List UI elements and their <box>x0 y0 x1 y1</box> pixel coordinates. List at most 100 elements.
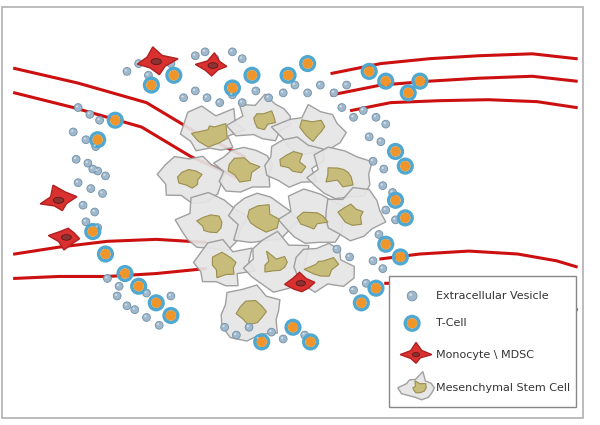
Circle shape <box>134 281 144 292</box>
Polygon shape <box>214 147 272 192</box>
Circle shape <box>88 112 90 114</box>
Circle shape <box>238 99 246 107</box>
Polygon shape <box>248 205 279 232</box>
Text: Monocyte \ MDSC: Monocyte \ MDSC <box>436 350 533 360</box>
Circle shape <box>205 96 207 98</box>
Circle shape <box>280 335 287 343</box>
Circle shape <box>120 269 130 279</box>
Circle shape <box>167 292 175 300</box>
Circle shape <box>330 89 338 97</box>
Polygon shape <box>178 170 202 188</box>
Circle shape <box>86 110 94 118</box>
Circle shape <box>81 203 83 205</box>
Circle shape <box>146 73 148 75</box>
Circle shape <box>101 172 109 180</box>
Circle shape <box>89 187 91 189</box>
Circle shape <box>135 60 143 68</box>
Circle shape <box>181 96 184 98</box>
Circle shape <box>91 167 93 169</box>
Circle shape <box>169 70 179 80</box>
Circle shape <box>343 81 350 89</box>
Circle shape <box>332 91 334 93</box>
Circle shape <box>257 337 259 339</box>
Circle shape <box>380 266 383 269</box>
Circle shape <box>362 279 370 287</box>
Circle shape <box>125 303 127 306</box>
Circle shape <box>232 331 240 339</box>
Circle shape <box>169 61 171 64</box>
Circle shape <box>350 113 358 121</box>
Polygon shape <box>194 240 255 286</box>
Circle shape <box>229 48 236 56</box>
Circle shape <box>191 52 199 60</box>
Circle shape <box>301 331 308 339</box>
Circle shape <box>76 181 78 183</box>
Circle shape <box>154 299 162 307</box>
Polygon shape <box>212 252 236 278</box>
Circle shape <box>91 208 98 216</box>
Circle shape <box>234 333 236 335</box>
Circle shape <box>95 169 98 171</box>
Circle shape <box>302 333 305 335</box>
Circle shape <box>145 291 146 293</box>
Polygon shape <box>191 124 227 147</box>
Text: Extracellular Vesicle: Extracellular Vesicle <box>436 291 548 301</box>
Polygon shape <box>265 251 287 272</box>
Circle shape <box>245 323 253 331</box>
Circle shape <box>115 294 117 296</box>
Circle shape <box>305 91 308 93</box>
Circle shape <box>84 159 92 167</box>
Polygon shape <box>49 228 80 250</box>
Circle shape <box>169 294 171 296</box>
Circle shape <box>371 283 381 293</box>
Circle shape <box>143 314 151 321</box>
Circle shape <box>291 81 299 89</box>
Circle shape <box>74 104 82 111</box>
Circle shape <box>415 76 425 86</box>
Circle shape <box>335 247 337 249</box>
Polygon shape <box>271 105 346 155</box>
Circle shape <box>394 218 395 220</box>
Circle shape <box>356 298 367 308</box>
Circle shape <box>266 96 269 98</box>
Circle shape <box>238 55 246 62</box>
Circle shape <box>374 115 376 117</box>
FancyBboxPatch shape <box>2 7 583 418</box>
Text: T-Cell: T-Cell <box>436 318 466 329</box>
Circle shape <box>364 281 366 283</box>
Polygon shape <box>294 244 354 292</box>
Circle shape <box>179 94 188 102</box>
Circle shape <box>104 275 112 282</box>
Circle shape <box>302 59 313 69</box>
Circle shape <box>400 161 410 171</box>
Polygon shape <box>338 204 363 225</box>
Circle shape <box>291 321 299 329</box>
Circle shape <box>288 322 298 332</box>
Polygon shape <box>400 343 432 363</box>
Circle shape <box>146 80 157 90</box>
Circle shape <box>305 337 316 347</box>
Circle shape <box>156 300 158 303</box>
Circle shape <box>340 105 342 108</box>
Circle shape <box>218 100 220 102</box>
Circle shape <box>265 94 272 102</box>
Circle shape <box>380 239 391 249</box>
Circle shape <box>391 146 401 156</box>
Circle shape <box>88 227 98 237</box>
Polygon shape <box>280 152 306 173</box>
Circle shape <box>382 167 384 169</box>
Circle shape <box>379 265 387 272</box>
Circle shape <box>380 184 383 186</box>
Circle shape <box>136 61 139 64</box>
Polygon shape <box>197 215 222 232</box>
Circle shape <box>74 179 82 187</box>
Circle shape <box>409 293 412 296</box>
Circle shape <box>377 232 379 235</box>
Circle shape <box>281 337 283 339</box>
Circle shape <box>70 128 77 136</box>
Circle shape <box>211 55 219 62</box>
Circle shape <box>113 292 121 300</box>
Polygon shape <box>326 168 353 187</box>
Polygon shape <box>221 285 280 341</box>
Polygon shape <box>236 300 266 325</box>
